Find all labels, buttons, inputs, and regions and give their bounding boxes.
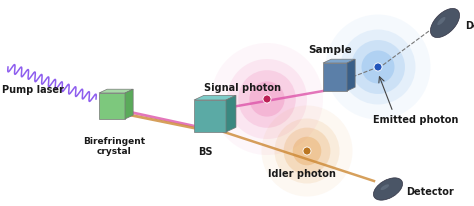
Polygon shape [194,101,226,132]
Ellipse shape [283,128,330,174]
Polygon shape [226,96,236,132]
Text: Emitted photon: Emitted photon [374,115,459,124]
Polygon shape [99,94,125,119]
Text: Signal photon: Signal photon [203,83,281,92]
Ellipse shape [263,96,271,103]
Text: BS: BS [198,146,212,156]
Ellipse shape [249,82,284,117]
Polygon shape [99,90,133,94]
Polygon shape [323,60,355,64]
Ellipse shape [227,60,307,139]
Ellipse shape [274,119,339,184]
Ellipse shape [362,51,394,84]
Ellipse shape [351,41,405,95]
Polygon shape [125,90,133,119]
Polygon shape [194,96,236,101]
Ellipse shape [430,9,460,38]
Ellipse shape [293,137,321,165]
Text: Sample: Sample [308,45,352,55]
Text: Birefringent
crystal: Birefringent crystal [83,136,145,156]
Ellipse shape [211,44,323,155]
Ellipse shape [374,64,382,72]
Text: Detector: Detector [465,21,474,31]
Text: Detector: Detector [406,186,454,196]
Ellipse shape [438,18,446,26]
Ellipse shape [326,15,430,120]
Ellipse shape [381,184,389,190]
Text: Idler photon: Idler photon [268,168,336,178]
Polygon shape [347,60,355,91]
Polygon shape [323,64,347,91]
Ellipse shape [238,71,296,128]
Ellipse shape [374,178,402,200]
Ellipse shape [262,106,353,197]
Ellipse shape [340,30,416,105]
Text: Pump laser: Pump laser [2,85,64,95]
Ellipse shape [303,147,311,155]
